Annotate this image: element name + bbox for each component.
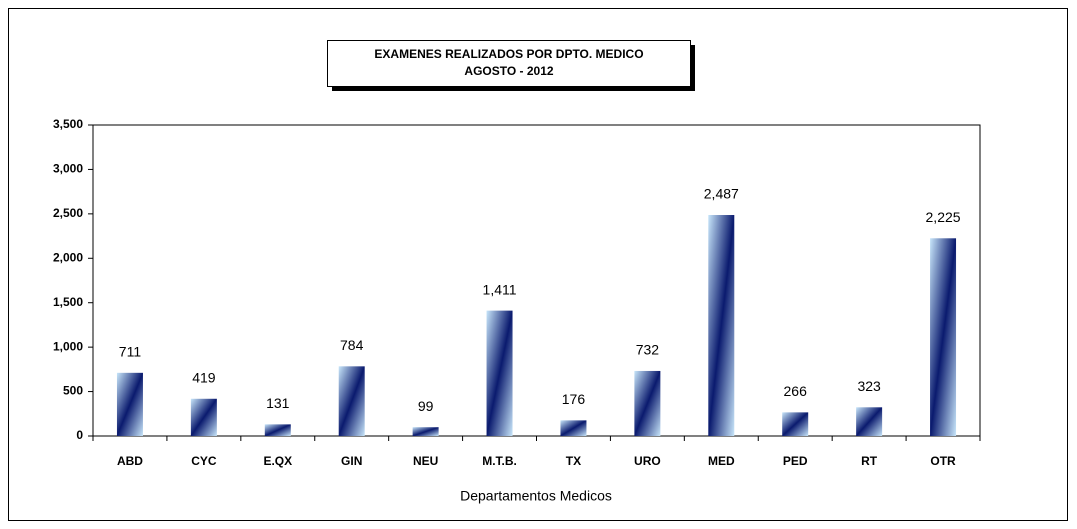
data-label: 323 <box>857 378 881 394</box>
bar <box>264 424 291 436</box>
bar <box>856 407 883 436</box>
data-label: 2,225 <box>926 209 961 225</box>
y-tick-label: 2,500 <box>53 206 83 220</box>
y-tick-label: 2,000 <box>53 250 83 264</box>
data-label: 99 <box>418 398 434 414</box>
data-label: 131 <box>266 395 290 411</box>
x-tick-label: ABD <box>117 454 143 468</box>
bar <box>930 238 957 436</box>
y-tick-label: 3,000 <box>53 162 83 176</box>
x-tick-label: GIN <box>341 454 362 468</box>
bar <box>634 370 661 436</box>
bar <box>116 372 143 436</box>
bar <box>782 412 809 436</box>
data-label: 2,487 <box>704 186 739 202</box>
bar <box>560 420 587 436</box>
bar <box>486 310 513 436</box>
x-tick-label: OTR <box>930 454 956 468</box>
data-label: 711 <box>119 344 142 360</box>
bar <box>190 398 217 436</box>
y-tick-label: 500 <box>63 384 83 398</box>
x-tick-label: URO <box>634 454 661 468</box>
y-tick-label: 0 <box>76 428 83 442</box>
data-label: 266 <box>784 383 808 399</box>
title-box <box>327 40 691 87</box>
y-tick-label: 1,000 <box>53 339 83 353</box>
y-tick-label: 3,500 <box>53 117 83 131</box>
x-tick-label: MED <box>708 454 735 468</box>
data-label: 1,411 <box>483 281 517 297</box>
x-tick-label: TX <box>566 454 581 468</box>
x-tick-label: NEU <box>413 454 438 468</box>
y-tick-label: 1,500 <box>53 295 83 309</box>
data-label: 419 <box>192 369 216 385</box>
x-tick-label: RT <box>861 454 878 468</box>
data-label: 732 <box>636 342 660 358</box>
data-label: 784 <box>340 337 364 353</box>
x-axis-label: Departamentos Medicos <box>460 488 612 504</box>
x-tick-label: M.T.B. <box>482 454 517 468</box>
chart-title: EXAMENES REALIZADOS POR DPTO. MEDICO <box>374 47 643 61</box>
x-tick-label: E.QX <box>263 454 292 468</box>
frame <box>8 8 1068 521</box>
data-label: 176 <box>562 391 586 407</box>
bar <box>412 427 439 436</box>
chart-subtitle: AGOSTO - 2012 <box>464 64 553 78</box>
x-tick-label: PED <box>783 454 808 468</box>
x-tick-label: CYC <box>191 454 217 468</box>
bar <box>338 366 365 436</box>
bar <box>708 215 735 436</box>
